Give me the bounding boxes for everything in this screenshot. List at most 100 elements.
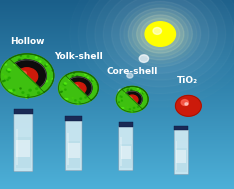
Bar xyxy=(174,126,188,130)
Circle shape xyxy=(14,92,15,93)
Circle shape xyxy=(71,96,72,97)
Circle shape xyxy=(45,65,47,66)
Circle shape xyxy=(176,95,201,116)
Circle shape xyxy=(43,80,45,82)
Circle shape xyxy=(118,101,119,102)
Circle shape xyxy=(14,75,16,76)
Circle shape xyxy=(127,73,133,78)
Bar xyxy=(16,140,30,157)
Circle shape xyxy=(87,99,88,100)
Circle shape xyxy=(79,102,80,103)
Circle shape xyxy=(82,77,84,78)
Circle shape xyxy=(17,64,19,66)
Circle shape xyxy=(130,110,131,111)
Circle shape xyxy=(25,83,27,85)
Circle shape xyxy=(25,90,26,91)
Circle shape xyxy=(65,84,66,85)
Circle shape xyxy=(153,28,161,34)
Bar xyxy=(16,129,18,165)
Circle shape xyxy=(16,78,17,79)
Circle shape xyxy=(11,90,13,91)
Circle shape xyxy=(128,8,193,60)
Circle shape xyxy=(6,79,7,81)
Circle shape xyxy=(137,15,184,53)
Circle shape xyxy=(139,101,140,102)
Circle shape xyxy=(28,88,30,89)
Bar xyxy=(65,116,82,121)
Circle shape xyxy=(143,93,144,94)
Circle shape xyxy=(137,94,138,95)
Bar xyxy=(68,143,80,158)
Circle shape xyxy=(7,79,8,80)
Circle shape xyxy=(129,97,132,99)
Circle shape xyxy=(124,99,126,100)
Circle shape xyxy=(63,91,64,92)
Circle shape xyxy=(137,15,184,53)
Circle shape xyxy=(93,79,94,80)
Circle shape xyxy=(122,91,142,107)
Text: Hollow: Hollow xyxy=(10,37,44,46)
Circle shape xyxy=(82,98,83,100)
Circle shape xyxy=(14,64,16,65)
Circle shape xyxy=(27,94,29,96)
Circle shape xyxy=(133,107,135,108)
Circle shape xyxy=(32,82,33,83)
Circle shape xyxy=(32,84,34,86)
Circle shape xyxy=(119,99,120,100)
Circle shape xyxy=(20,88,21,89)
Circle shape xyxy=(131,107,132,108)
Circle shape xyxy=(62,83,63,84)
Circle shape xyxy=(131,89,132,91)
Circle shape xyxy=(69,79,70,80)
Circle shape xyxy=(32,61,34,63)
Circle shape xyxy=(21,71,26,76)
Circle shape xyxy=(71,82,86,95)
Circle shape xyxy=(77,98,78,99)
Circle shape xyxy=(74,85,78,88)
Bar xyxy=(176,141,178,170)
Circle shape xyxy=(71,97,72,98)
Circle shape xyxy=(127,93,128,94)
Circle shape xyxy=(13,89,15,91)
Circle shape xyxy=(132,110,134,111)
Circle shape xyxy=(79,97,81,98)
Circle shape xyxy=(8,71,10,72)
Circle shape xyxy=(135,91,136,92)
Circle shape xyxy=(67,80,68,81)
Circle shape xyxy=(27,56,29,57)
Circle shape xyxy=(41,81,42,82)
Circle shape xyxy=(120,107,121,108)
Bar xyxy=(176,148,187,172)
Circle shape xyxy=(12,72,13,73)
Circle shape xyxy=(131,112,133,113)
Circle shape xyxy=(127,89,128,91)
Circle shape xyxy=(121,108,122,109)
Circle shape xyxy=(31,77,33,78)
Circle shape xyxy=(7,60,46,91)
Circle shape xyxy=(65,89,66,90)
Circle shape xyxy=(38,92,40,94)
Circle shape xyxy=(86,79,87,80)
Circle shape xyxy=(87,90,89,91)
Circle shape xyxy=(82,92,83,93)
Circle shape xyxy=(39,70,40,71)
Bar xyxy=(119,122,133,127)
Circle shape xyxy=(8,90,10,91)
Circle shape xyxy=(39,93,40,94)
Circle shape xyxy=(64,85,66,87)
Circle shape xyxy=(145,22,176,46)
Polygon shape xyxy=(58,76,91,104)
Circle shape xyxy=(8,69,10,70)
Circle shape xyxy=(64,83,66,84)
Circle shape xyxy=(92,80,93,81)
Circle shape xyxy=(67,85,68,86)
Bar xyxy=(121,137,122,166)
Circle shape xyxy=(5,61,7,63)
Circle shape xyxy=(8,72,10,74)
Circle shape xyxy=(47,66,49,68)
Circle shape xyxy=(93,81,95,82)
Circle shape xyxy=(138,92,139,93)
Circle shape xyxy=(58,72,98,104)
Circle shape xyxy=(31,70,33,71)
Circle shape xyxy=(52,70,53,71)
